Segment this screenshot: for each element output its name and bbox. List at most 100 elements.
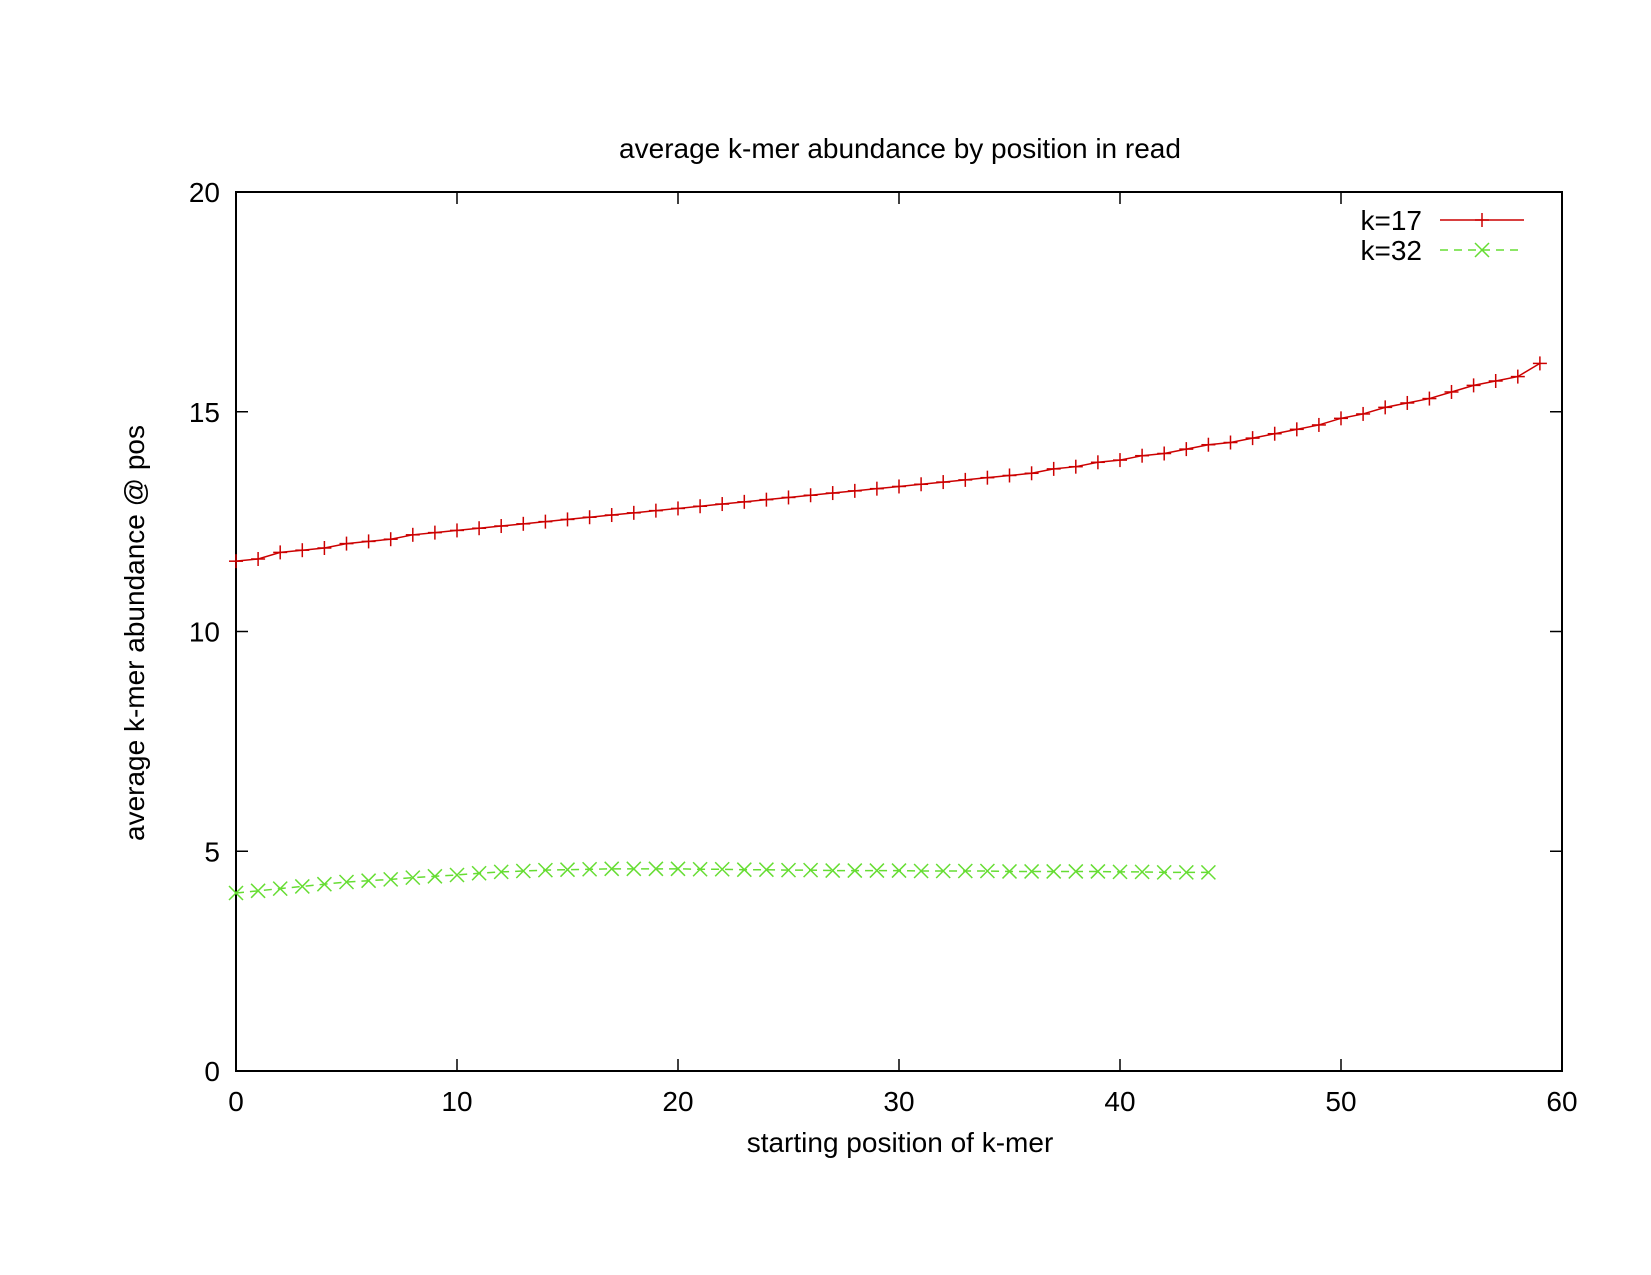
data-point-k32-d2 (604, 861, 620, 877)
data-point-k17 (1113, 453, 1127, 468)
data-point-k32-d2 (316, 876, 332, 892)
data-point-k32 (515, 863, 531, 879)
data-point-k32-d2 (537, 862, 553, 878)
data-point-k17 (1267, 426, 1282, 441)
data-point-k17 (472, 521, 487, 536)
y-axis-label: average k-mer abundance @ pos (119, 425, 150, 841)
data-point-k17 (1135, 448, 1150, 463)
data-point-k32 (493, 864, 509, 880)
x-tick-label: 20 (662, 1086, 693, 1117)
series-line-k32 (235, 868, 1209, 894)
data-point-k17 (1201, 437, 1216, 452)
data-point-k32-d2 (471, 865, 487, 881)
data-point-k32 (338, 874, 355, 890)
data-point-k32 (250, 883, 266, 899)
data-point-k32 (449, 867, 465, 883)
data-point-k17 (383, 532, 398, 547)
data-point-k32-d2 (1156, 864, 1172, 880)
data-point-k32-d2 (294, 878, 310, 894)
data-point-k32-d2 (935, 863, 951, 879)
data-point-k17 (936, 475, 951, 490)
data-point-k32-d2 (803, 862, 819, 878)
data-point-k32 (825, 863, 841, 879)
x-tick-label: 10 (441, 1086, 472, 1117)
data-point-k32-d2 (515, 863, 531, 879)
data-point-k17 (1356, 406, 1371, 421)
data-point-k32-d2 (1200, 864, 1216, 880)
data-point-k17 (693, 499, 708, 514)
data-point-k32 (780, 862, 797, 878)
data-point-k17 (1334, 411, 1348, 426)
legend-label-k32: k=32 (1361, 235, 1423, 266)
x-tick-label: 40 (1104, 1086, 1135, 1117)
data-point-k17 (1090, 455, 1105, 470)
data-point-k17 (1422, 391, 1437, 406)
data-point-k17 (604, 508, 619, 523)
data-point-k17 (1532, 356, 1547, 371)
data-point-k17 (1466, 378, 1481, 393)
data-point-k17 (1157, 446, 1172, 461)
legend-label-k17: k=17 (1361, 205, 1423, 236)
data-point-k17 (1068, 459, 1083, 474)
data-point-k17 (626, 505, 641, 520)
y-tick-label: 10 (189, 617, 220, 648)
data-point-k32 (559, 862, 576, 878)
chart-title: average k-mer abundance by position in r… (619, 133, 1181, 164)
data-point-k32 (1134, 864, 1150, 880)
data-point-k17 (869, 481, 884, 496)
data-point-k17 (648, 503, 663, 518)
data-point-k32 (1068, 863, 1084, 879)
data-point-k32 (582, 861, 598, 877)
data-point-k32-d2 (559, 862, 576, 878)
data-point-k32-d2 (891, 863, 907, 879)
data-point-k17 (737, 494, 752, 509)
legend-marker-k32-d2 (1474, 242, 1490, 258)
y-tick-label: 15 (189, 397, 220, 428)
data-point-k32 (604, 861, 620, 877)
data-point-k32-d2 (692, 861, 708, 877)
data-point-k17 (1400, 395, 1415, 410)
data-point-k32 (383, 871, 399, 887)
data-point-k17 (980, 470, 995, 485)
data-point-k32 (427, 868, 443, 884)
data-point-k32 (1178, 864, 1194, 880)
data-point-k32-d2 (979, 863, 995, 879)
y-tick-label: 20 (189, 177, 220, 208)
data-point-k17 (450, 523, 464, 538)
data-point-k32 (471, 865, 487, 881)
data-point-k32-d2 (383, 871, 399, 887)
legend-marker-k17 (1475, 213, 1489, 227)
data-point-k17 (1223, 435, 1238, 450)
data-point-k32-d2 (780, 862, 797, 878)
data-point-k32-d2 (1046, 863, 1062, 879)
data-point-k17 (494, 519, 509, 534)
y-tick-label: 0 (204, 1056, 220, 1087)
data-point-k32-d2 (228, 885, 244, 901)
data-point-k32 (272, 881, 288, 897)
data-point-k17 (759, 492, 774, 507)
data-point-k17 (825, 486, 840, 501)
data-point-k32 (648, 861, 664, 877)
data-point-k32 (714, 861, 730, 877)
data-point-k32-d2 (272, 881, 288, 897)
data-point-k32 (1200, 864, 1216, 880)
data-point-k32 (537, 862, 553, 878)
data-point-k32 (294, 878, 310, 894)
data-point-k32-d2 (648, 861, 664, 877)
data-point-k32 (979, 863, 995, 879)
data-point-k32 (869, 863, 885, 879)
data-point-k17 (229, 554, 243, 569)
data-point-k32-d2 (1024, 863, 1040, 879)
data-point-k17 (1002, 468, 1017, 483)
data-point-k17 (1311, 417, 1326, 432)
data-point-k32 (736, 862, 752, 878)
data-point-k32 (957, 863, 973, 879)
plot-area: 0 10 20 30 40 50 60 0 5 10 15 20 k=17k=32 (189, 177, 1578, 1117)
data-point-k32 (1024, 863, 1040, 879)
data-point-k17 (339, 536, 354, 551)
y-tick-label: 5 (204, 836, 220, 867)
data-point-k17 (361, 534, 376, 549)
x-tick-label: 60 (1546, 1086, 1577, 1117)
data-point-k17 (538, 514, 553, 529)
